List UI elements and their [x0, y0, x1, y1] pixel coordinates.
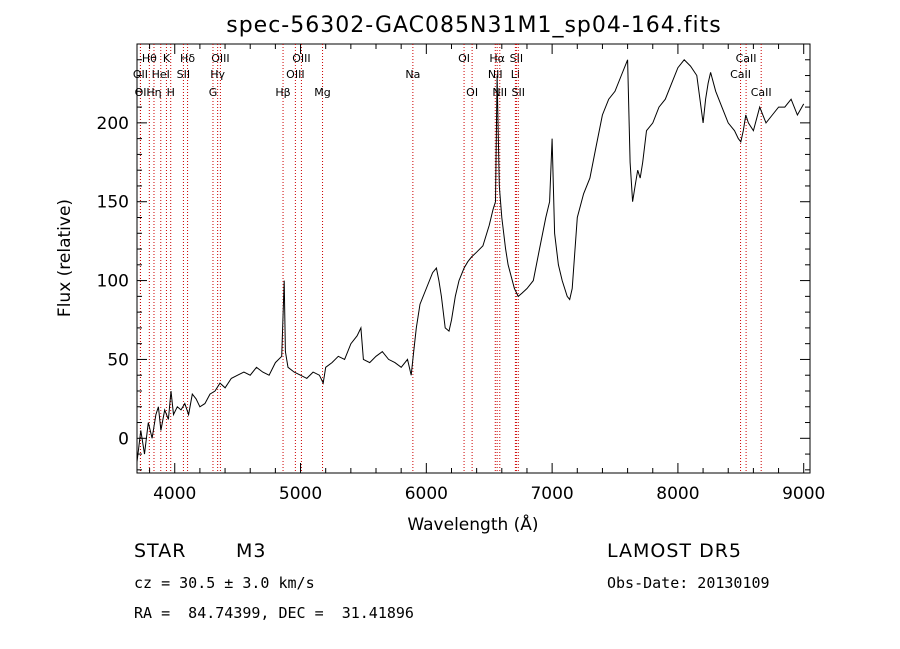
marker-label-11: SII	[177, 68, 190, 81]
axis-ticks: 4000 5000 6000 7000 8000 9000 0 50 100 150 200	[97, 44, 825, 504]
marker-label-16: Li	[511, 68, 520, 81]
y-axis-label: Flux (relative)	[55, 199, 75, 317]
obs-date-text: Obs-Date: 20130109	[607, 574, 770, 592]
marker-label-7: SII	[510, 52, 523, 65]
x-tick-label-4: 8000	[656, 484, 699, 504]
y-tick-label-0: 0	[118, 429, 129, 449]
marker-label-22: Hβ	[275, 86, 290, 99]
spectrum-line-0	[136, 59, 805, 463]
marker-label-17: CaII	[730, 68, 751, 81]
y-tick-label-4: 200	[97, 114, 129, 134]
chart-title: spec-56302-GAC085N31M1_sp04-164.fits	[226, 13, 722, 38]
spectrum-series	[136, 59, 805, 463]
x-tick-label-1: 5000	[279, 484, 322, 504]
marker-label-19: Hη	[146, 86, 161, 99]
marker-label-23: Mg	[314, 86, 330, 99]
marker-label-18: OI	[135, 86, 147, 99]
marker-label-12: Hγ	[210, 68, 225, 81]
object-subclass: M3	[236, 540, 267, 562]
marker-label-25: NII	[492, 86, 507, 99]
marker-label-24: OI	[466, 86, 478, 99]
y-tick-label-3: 150	[97, 193, 129, 213]
x-axis-label: Wavelength (Å)	[407, 513, 538, 535]
plot-frame	[136, 43, 811, 474]
object-class: STAR	[134, 540, 187, 562]
marker-label-8: CaII	[736, 52, 757, 65]
y-tick-label-1: 50	[107, 350, 129, 370]
marker-label-4: OIII	[292, 52, 310, 65]
marker-label-5: OI	[458, 52, 470, 65]
x-tick-label-2: 6000	[405, 484, 448, 504]
coordinates-text: RA = 84.74399, DEC = 31.41896	[134, 604, 414, 622]
x-tick-label-0: 4000	[153, 484, 196, 504]
survey-name: LAMOST DR5	[607, 540, 742, 562]
marker-label-3: OIII	[211, 52, 229, 65]
marker-label-0: Hθ	[142, 52, 157, 65]
marker-label-15: NII	[488, 68, 503, 81]
marker-label-20: H	[167, 86, 175, 99]
x-tick-label-3: 7000	[530, 484, 573, 504]
x-tick-label-5: 9000	[782, 484, 825, 504]
marker-label-2: Hδ	[180, 52, 195, 65]
y-tick-label-2: 100	[97, 272, 129, 292]
marker-label-14: Na	[405, 68, 420, 81]
marker-label-13: OIII	[286, 68, 304, 81]
marker-label-27: CaII	[751, 86, 772, 99]
marker-label-6: Hα	[489, 52, 505, 65]
marker-label-10: HeI	[152, 68, 170, 81]
marker-label-1: K	[163, 52, 171, 65]
marker-label-21: G	[209, 86, 218, 99]
redshift-text: cz = 30.5 ± 3.0 km/s	[134, 574, 315, 592]
marker-label-26: SII	[512, 86, 525, 99]
